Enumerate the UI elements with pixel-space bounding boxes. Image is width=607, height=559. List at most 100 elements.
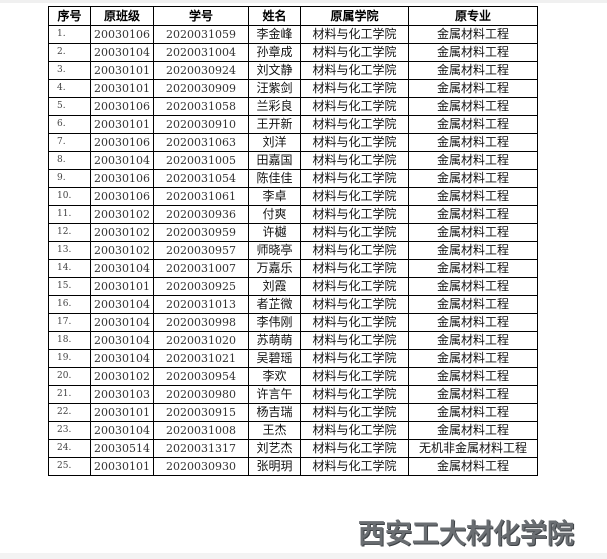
table-row: 11. 20030102 2020030936 付爽 材料与化工学院 金属材料工程 (48, 205, 538, 224)
cell-college: 材料与化工学院 (300, 61, 409, 80)
table-row: 12. 20030102 2020030959 许樾 材料与化工学院 金属材料工程 (48, 223, 538, 242)
cell-index: 25. (48, 457, 91, 476)
cell-index: 15. (48, 277, 91, 296)
cell-index: 1. (48, 25, 91, 44)
table-row: 17. 20030104 2020030998 李伟刚 材料与化工学院 金属材料工程 (48, 313, 538, 332)
cell-major: 金属材料工程 (408, 151, 538, 170)
cell-index: 14. (48, 259, 91, 278)
cell-student-id: 2020030936 (153, 205, 249, 224)
cell-student-id: 2020031061 (153, 187, 249, 206)
cell-student-id: 2020030957 (153, 241, 249, 260)
cell-name: 苏萌萌 (248, 331, 301, 350)
cell-college: 材料与化工学院 (300, 151, 409, 170)
cell-name: 陈佳佳 (248, 169, 301, 188)
cell-student-id: 2020030998 (153, 313, 249, 332)
cell-major: 金属材料工程 (408, 61, 538, 80)
cell-name: 张明玥 (248, 457, 301, 476)
cell-name: 万嘉乐 (248, 259, 301, 278)
table-row: 19. 20030104 2020031021 吴碧瑶 材料与化工学院 金属材料工程 (48, 349, 538, 368)
cell-student-id: 2020030924 (153, 61, 249, 80)
cell-class: 20030514 (90, 439, 154, 458)
cell-index: 16. (48, 295, 91, 314)
table-row: 24. 20030514 2020031317 刘艺杰 材料与化工学院 无机非金属材料工程 (48, 439, 538, 458)
cell-major: 金属材料工程 (408, 313, 538, 332)
cell-class: 20030101 (90, 457, 154, 476)
cell-index: 13. (48, 241, 91, 260)
cell-major: 金属材料工程 (408, 349, 538, 368)
cell-name: 汪紫剑 (248, 79, 301, 98)
cell-class: 20030106 (90, 169, 154, 188)
table-row: 13. 20030102 2020030957 师晓亭 材料与化工学院 金属材料工程 (48, 241, 538, 260)
cell-class: 20030102 (90, 223, 154, 242)
table-row: 20. 20030102 2020030954 李欢 材料与化工学院 金属材料工程 (48, 367, 538, 386)
cell-name: 田嘉国 (248, 151, 301, 170)
cell-major: 金属材料工程 (408, 97, 538, 116)
table-row: 1. 20030106 2020031059 李金峰 材料与化工学院 金属材料工程 (48, 25, 538, 44)
table-row: 15. 20030101 2020030925 刘霞 材料与化工学院 金属材料工程 (48, 277, 538, 296)
cell-college: 材料与化工学院 (300, 277, 409, 296)
cell-college: 材料与化工学院 (300, 403, 409, 422)
cell-class: 20030104 (90, 295, 154, 314)
header-row: 序号 原班级 学号 姓名 原属学院 原专业 (48, 6, 538, 26)
cell-index: 11. (48, 205, 91, 224)
cell-student-id: 2020030930 (153, 457, 249, 476)
cell-class: 20030101 (90, 61, 154, 80)
cell-college: 材料与化工学院 (300, 133, 409, 152)
cell-college: 材料与化工学院 (300, 223, 409, 242)
cell-student-id: 2020031008 (153, 421, 249, 440)
cell-name: 刘霞 (248, 277, 301, 296)
cell-college: 材料与化工学院 (300, 313, 409, 332)
cell-name: 付爽 (248, 205, 301, 224)
top-border (0, 0, 607, 3)
cell-index: 19. (48, 349, 91, 368)
cell-name: 刘洋 (248, 133, 301, 152)
cell-class: 20030104 (90, 349, 154, 368)
cell-class: 20030106 (90, 133, 154, 152)
cell-name: 许樾 (248, 223, 301, 242)
cell-index: 17. (48, 313, 91, 332)
cell-student-id: 2020031063 (153, 133, 249, 152)
student-table: 序号 原班级 学号 姓名 原属学院 原专业 1. 20030106 2020031059 李金峰… (48, 6, 538, 476)
cell-college: 材料与化工学院 (300, 241, 409, 260)
cell-major: 金属材料工程 (408, 241, 538, 260)
cell-student-id: 2020031020 (153, 331, 249, 350)
cell-college: 材料与化工学院 (300, 115, 409, 134)
table-row: 21. 20030103 2020030980 许言午 材料与化工学院 金属材料工程 (48, 385, 538, 404)
cell-index: 7. (48, 133, 91, 152)
cell-major: 金属材料工程 (408, 205, 538, 224)
cell-college: 材料与化工学院 (300, 79, 409, 98)
table-row: 14. 20030104 2020031007 万嘉乐 材料与化工学院 金属材料工程 (48, 259, 538, 278)
table-row: 22. 20030101 2020030915 杨吉瑞 材料与化工学院 金属材料工程 (48, 403, 538, 422)
table-row: 23. 20030104 2020031008 王杰 材料与化工学院 金属材料工程 (48, 421, 538, 440)
cell-class: 20030104 (90, 331, 154, 350)
table-row: 16. 20030104 2020031013 者芷微 材料与化工学院 金属材料工程 (48, 295, 538, 314)
cell-major: 金属材料工程 (408, 295, 538, 314)
cell-index: 12. (48, 223, 91, 242)
cell-student-id: 2020030980 (153, 385, 249, 404)
cell-college: 材料与化工学院 (300, 457, 409, 476)
cell-college: 材料与化工学院 (300, 331, 409, 350)
cell-class: 20030106 (90, 25, 154, 44)
table-row: 2. 20030104 2020031004 孙章成 材料与化工学院 金属材料工程 (48, 43, 538, 62)
cell-student-id: 2020030954 (153, 367, 249, 386)
cell-name: 李欢 (248, 367, 301, 386)
cell-college: 材料与化工学院 (300, 187, 409, 206)
cell-student-id: 2020031059 (153, 25, 249, 44)
table-row: 9. 20030106 2020031054 陈佳佳 材料与化工学院 金属材料工程 (48, 169, 538, 188)
cell-name: 许言午 (248, 385, 301, 404)
cell-major: 金属材料工程 (408, 259, 538, 278)
cell-student-id: 2020031004 (153, 43, 249, 62)
cell-name: 李金峰 (248, 25, 301, 44)
cell-college: 材料与化工学院 (300, 349, 409, 368)
cell-student-id: 2020030915 (153, 403, 249, 422)
table-row: 8. 20030104 2020031005 田嘉国 材料与化工学院 金属材料工程 (48, 151, 538, 170)
cell-index: 21. (48, 385, 91, 404)
cell-student-id: 2020031317 (153, 439, 249, 458)
cell-student-id: 2020030910 (153, 115, 249, 134)
cell-class: 20030104 (90, 151, 154, 170)
cell-college: 材料与化工学院 (300, 205, 409, 224)
cell-major: 金属材料工程 (408, 457, 538, 476)
table-row: 10. 20030106 2020031061 李卓 材料与化工学院 金属材料工程 (48, 187, 538, 206)
table-row: 25. 20030101 2020030930 张明玥 材料与化工学院 金属材料工程 (48, 457, 538, 476)
cell-index: 23. (48, 421, 91, 440)
